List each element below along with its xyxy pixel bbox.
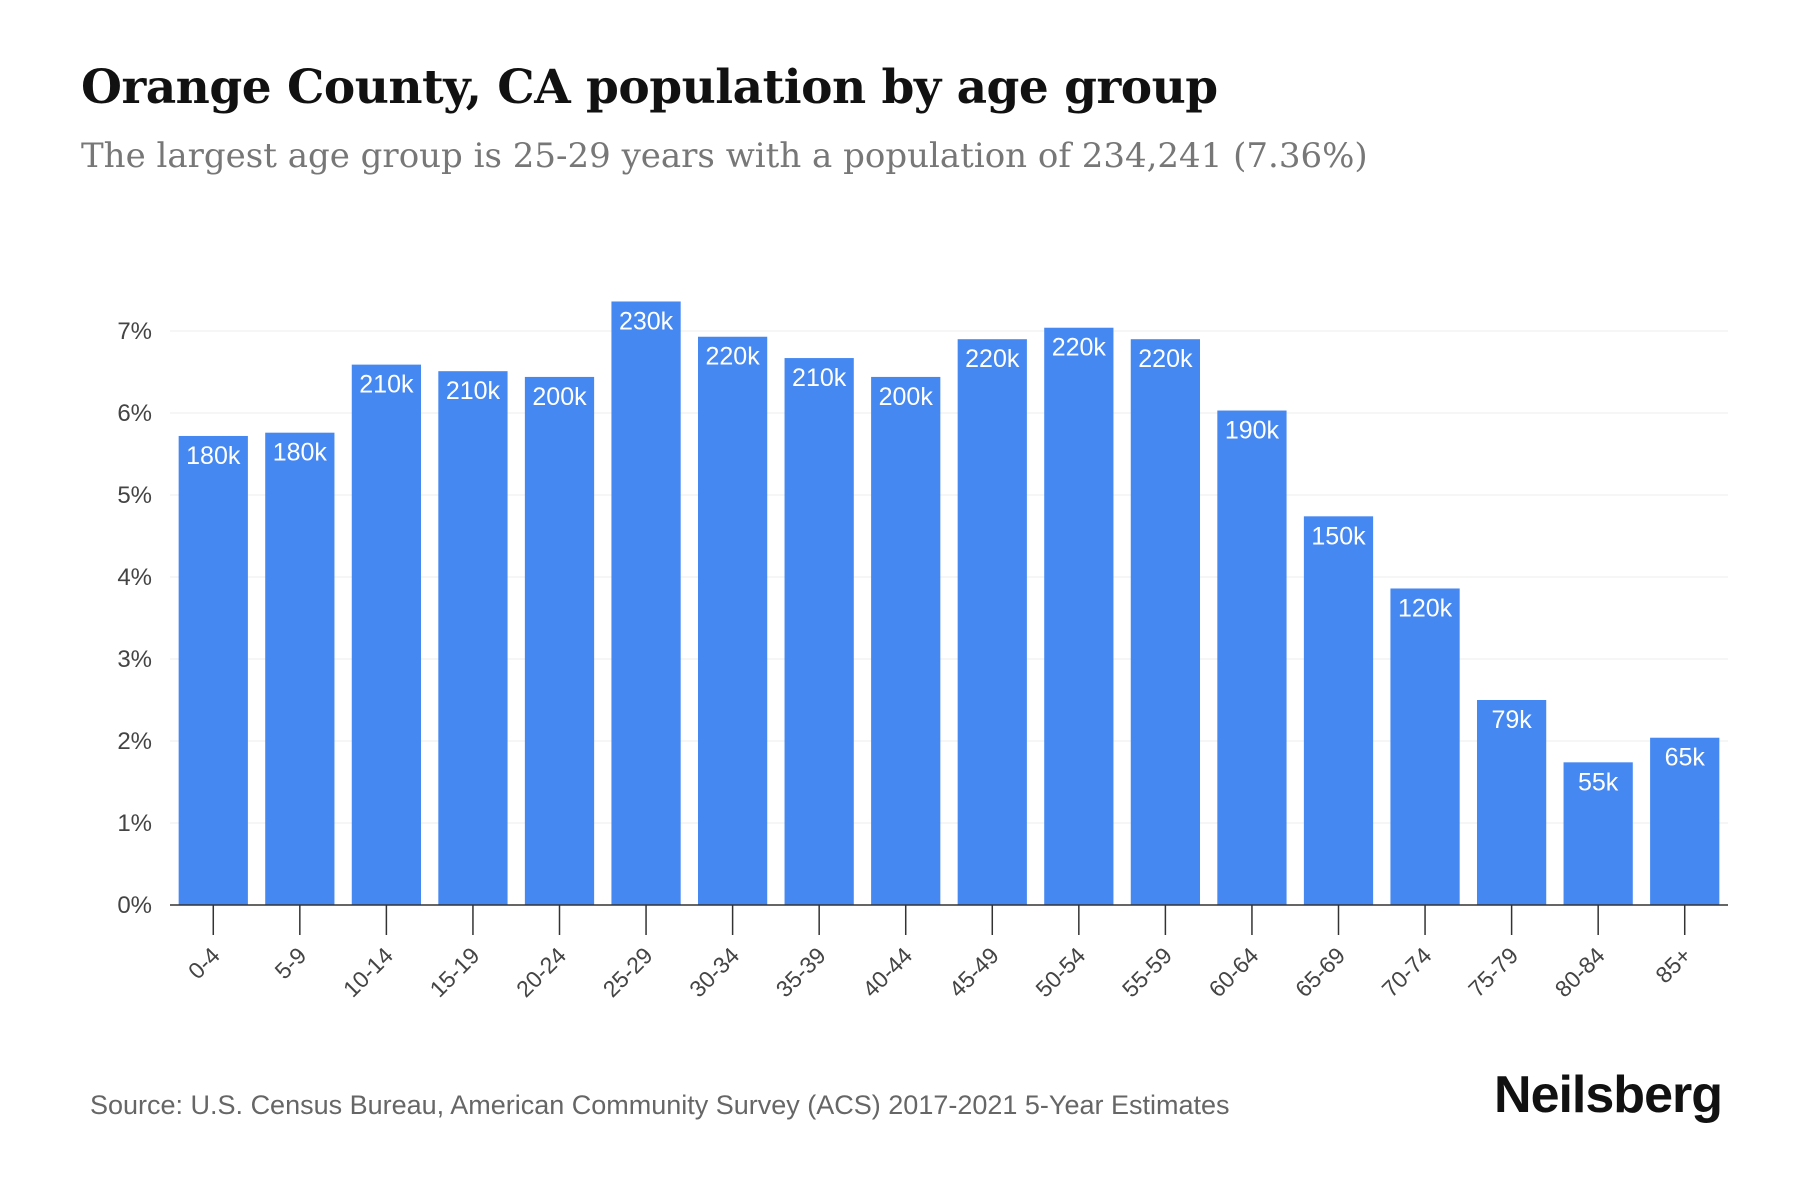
bar-data-label: 220k	[965, 345, 1020, 373]
x-tick-label: 45-49	[944, 942, 1004, 1002]
bar	[178, 435, 248, 905]
x-tick-label: 80-84	[1550, 942, 1610, 1002]
bar-data-label: 120k	[1398, 594, 1453, 622]
bar	[697, 336, 768, 905]
bar-data-label: 65k	[1665, 744, 1706, 772]
bar-data-label: 210k	[792, 364, 847, 392]
x-tick-label: 20-24	[511, 942, 571, 1002]
bar	[1130, 339, 1201, 905]
chart-subtitle: The largest age group is 25-29 years wit…	[81, 136, 1368, 176]
bar-data-label: 200k	[879, 383, 934, 411]
source-note: Source: U.S. Census Bureau, American Com…	[90, 1090, 1230, 1120]
x-tick-label: 0-4	[183, 942, 225, 984]
x-tick-label: 50-54	[1030, 942, 1090, 1002]
bar-data-label: 200k	[532, 383, 587, 411]
x-tick-label: 35-39	[771, 942, 831, 1002]
bar-data-label: 210k	[359, 371, 414, 399]
x-tick-label: 40-44	[857, 942, 917, 1002]
chart-title: Orange County, CA population by age grou…	[81, 60, 1218, 115]
x-tick-label: 15-19	[424, 942, 484, 1002]
bar-data-label: 180k	[273, 439, 328, 467]
bar	[1563, 762, 1633, 905]
x-tick-label: 65-69	[1290, 942, 1350, 1002]
x-tick-label: 60-64	[1203, 942, 1263, 1002]
bar-data-label: 220k	[706, 343, 761, 371]
x-tick-label: 55-59	[1117, 942, 1177, 1002]
bar	[871, 376, 941, 905]
x-tick-label: 85+	[1650, 942, 1696, 988]
bar-data-label: 230k	[619, 307, 674, 335]
bar	[438, 371, 508, 905]
bar-data-label: 79k	[1491, 706, 1532, 734]
bar	[1303, 516, 1374, 905]
x-tick-label: 70-74	[1377, 942, 1437, 1002]
bar-data-label: 220k	[1138, 345, 1193, 373]
bar-data-label: 190k	[1225, 417, 1280, 445]
y-tick-label: 4%	[117, 564, 152, 591]
y-tick-label: 0%	[117, 892, 152, 919]
bar	[524, 376, 595, 905]
y-tick-label: 3%	[117, 646, 152, 673]
x-tick-label: 75-79	[1463, 942, 1523, 1002]
x-tick-label: 25-29	[598, 942, 658, 1002]
bar-chart: 0% 1% 2% 3% 4% 5% 6% 7% 180k 0-4 180k 5-9 210k 10-14 2…	[117, 301, 1728, 1002]
y-tick-label: 1%	[117, 810, 152, 837]
bar	[1044, 327, 1114, 906]
y-tick-label: 2%	[117, 728, 152, 755]
bar-data-label: 180k	[186, 442, 241, 470]
bar	[611, 301, 681, 906]
bar	[1650, 737, 1720, 905]
x-tick-label: 5-9	[269, 942, 311, 984]
bar	[265, 432, 335, 905]
neilsberg-logo: Neilsberg	[1494, 1066, 1723, 1124]
y-tick-label: 5%	[117, 482, 152, 509]
bar	[957, 339, 1027, 905]
x-tick-label: 30-34	[684, 942, 744, 1002]
y-tick-label: 7%	[117, 318, 152, 345]
y-tick-label: 6%	[117, 400, 152, 427]
bar	[351, 364, 422, 905]
bar-data-label: 55k	[1578, 768, 1619, 796]
bar	[1476, 700, 1547, 905]
bar-data-label: 210k	[446, 377, 501, 405]
bar-data-label: 150k	[1311, 522, 1366, 550]
bar	[1217, 410, 1287, 905]
x-tick-label: 10-14	[338, 942, 398, 1002]
bar	[784, 358, 854, 905]
bar-data-label: 220k	[1052, 334, 1107, 362]
bar	[1390, 588, 1460, 905]
